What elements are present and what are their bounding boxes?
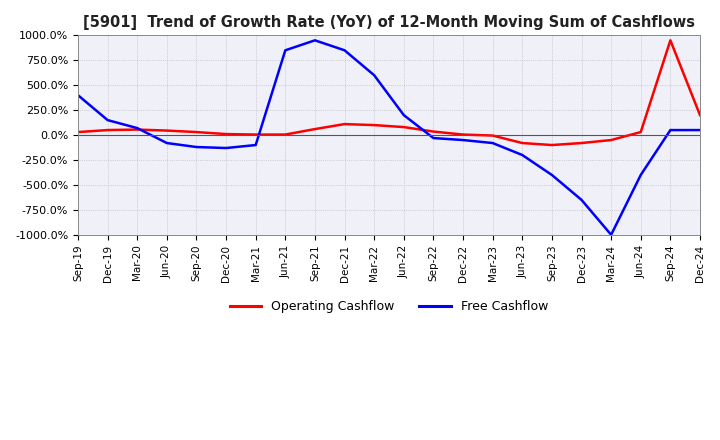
Line: Operating Cashflow: Operating Cashflow: [78, 40, 700, 145]
Line: Free Cashflow: Free Cashflow: [78, 40, 700, 235]
Free Cashflow: [310, 38, 319, 43]
Operating Cashflow: [192, 129, 201, 135]
Free Cashflow: [341, 48, 349, 53]
Free Cashflow: [607, 232, 616, 238]
Free Cashflow: [251, 143, 260, 148]
Operating Cashflow: [281, 132, 289, 137]
Free Cashflow: [281, 48, 289, 53]
Title: [5901]  Trend of Growth Rate (YoY) of 12-Month Moving Sum of Cashflows: [5901] Trend of Growth Rate (YoY) of 12-…: [83, 15, 695, 30]
Free Cashflow: [488, 140, 497, 146]
Free Cashflow: [400, 113, 408, 118]
Operating Cashflow: [636, 129, 645, 135]
Operating Cashflow: [488, 133, 497, 138]
Free Cashflow: [163, 140, 171, 146]
Operating Cashflow: [370, 122, 379, 128]
Free Cashflow: [133, 125, 142, 131]
Operating Cashflow: [459, 132, 467, 137]
Free Cashflow: [666, 128, 675, 133]
Operating Cashflow: [133, 127, 142, 132]
Legend: Operating Cashflow, Free Cashflow: Operating Cashflow, Free Cashflow: [225, 295, 553, 318]
Operating Cashflow: [400, 125, 408, 130]
Operating Cashflow: [251, 132, 260, 137]
Free Cashflow: [73, 92, 82, 98]
Free Cashflow: [459, 137, 467, 143]
Free Cashflow: [636, 172, 645, 178]
Operating Cashflow: [666, 38, 675, 43]
Operating Cashflow: [429, 129, 438, 134]
Operating Cashflow: [577, 140, 586, 146]
Free Cashflow: [696, 128, 704, 133]
Free Cashflow: [518, 152, 526, 158]
Operating Cashflow: [73, 129, 82, 135]
Free Cashflow: [103, 117, 112, 123]
Free Cashflow: [548, 172, 557, 178]
Operating Cashflow: [696, 113, 704, 118]
Operating Cashflow: [607, 137, 616, 143]
Operating Cashflow: [222, 132, 230, 137]
Free Cashflow: [222, 145, 230, 150]
Free Cashflow: [429, 136, 438, 141]
Free Cashflow: [370, 73, 379, 78]
Operating Cashflow: [341, 121, 349, 127]
Operating Cashflow: [310, 126, 319, 132]
Operating Cashflow: [103, 128, 112, 133]
Operating Cashflow: [518, 140, 526, 146]
Operating Cashflow: [548, 143, 557, 148]
Operating Cashflow: [163, 128, 171, 133]
Free Cashflow: [192, 144, 201, 150]
Free Cashflow: [577, 197, 586, 202]
